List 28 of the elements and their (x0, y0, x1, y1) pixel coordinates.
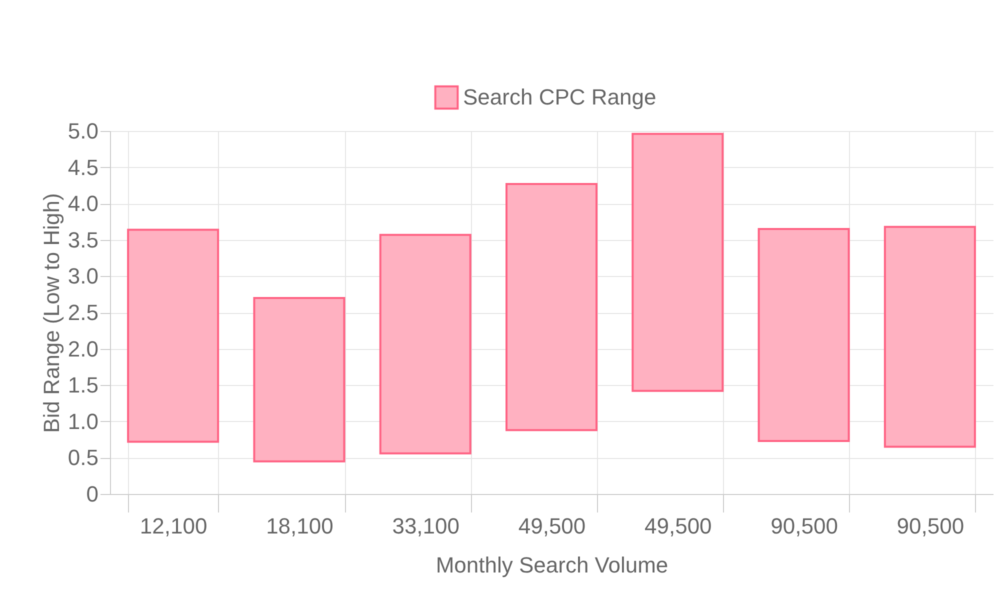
y-tick-label: 2.0 (68, 336, 98, 362)
bar (127, 228, 220, 443)
x-tick-label: 90,500 (896, 514, 964, 538)
bar (379, 234, 472, 454)
x-tick-label: 33,100 (392, 514, 460, 538)
y-tick-label: 5.0 (68, 118, 98, 144)
y-tick-label: 1.0 (68, 408, 98, 434)
y-tick-label: 1.5 (68, 372, 98, 398)
y-tick-label: 0.5 (68, 445, 98, 470)
y-tick-label: 4.5 (68, 154, 98, 180)
bar (253, 296, 346, 462)
bar (632, 132, 724, 392)
x-tick-label: 18,100 (266, 514, 334, 538)
x-tick-label: 49,500 (518, 514, 586, 538)
y-tick-label: 0 (86, 482, 98, 506)
x-tick-label: 49,500 (644, 514, 712, 538)
x-axis-title: Monthly Search Volume (436, 552, 668, 578)
y-tick-label: 4.0 (68, 191, 98, 216)
x-tick-label: 12,100 (140, 514, 208, 538)
y-tick-label: 3.5 (68, 227, 98, 252)
y-tick-label: 2.5 (68, 300, 98, 325)
y-axis-title: Bid Range (Low to High) (38, 193, 64, 433)
bar (758, 228, 850, 442)
bar (884, 226, 976, 448)
bar (506, 183, 598, 432)
y-tick-label: 3.0 (68, 264, 98, 289)
legend-label: Search CPC Range (463, 84, 656, 110)
x-tick-label: 90,500 (770, 514, 838, 538)
